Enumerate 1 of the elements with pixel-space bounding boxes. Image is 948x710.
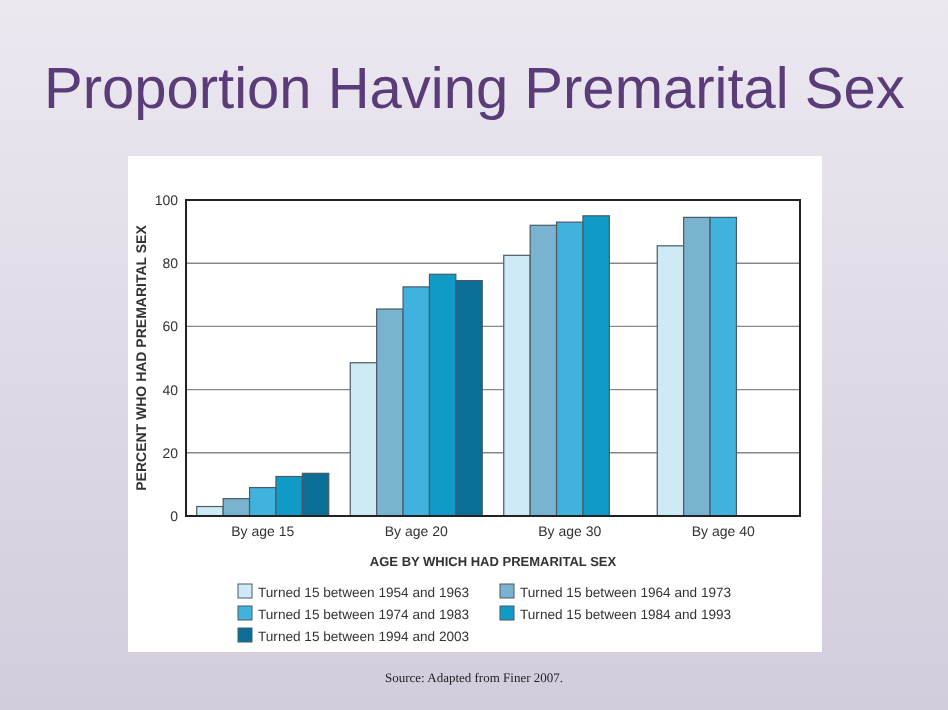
chart-title: Proportion Having Premarital Sex	[44, 58, 906, 122]
